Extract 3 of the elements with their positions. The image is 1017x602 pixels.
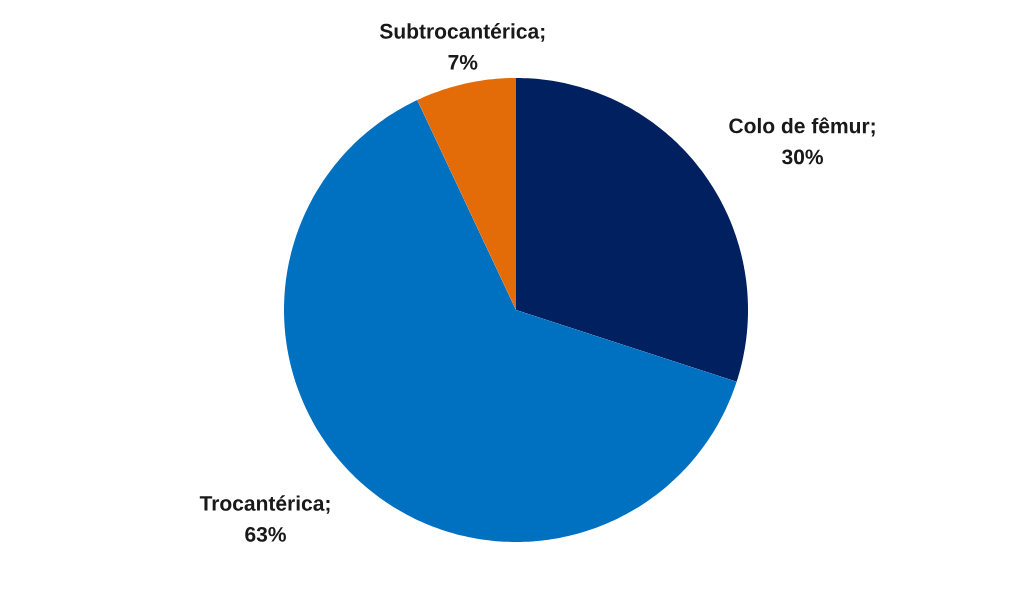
data-label: Colo de fêmur; 30% [729, 117, 875, 165]
data-label: Trocantérica; 63% [199, 495, 330, 542]
data-label: Subtrocantérica; 7% [379, 23, 545, 70]
